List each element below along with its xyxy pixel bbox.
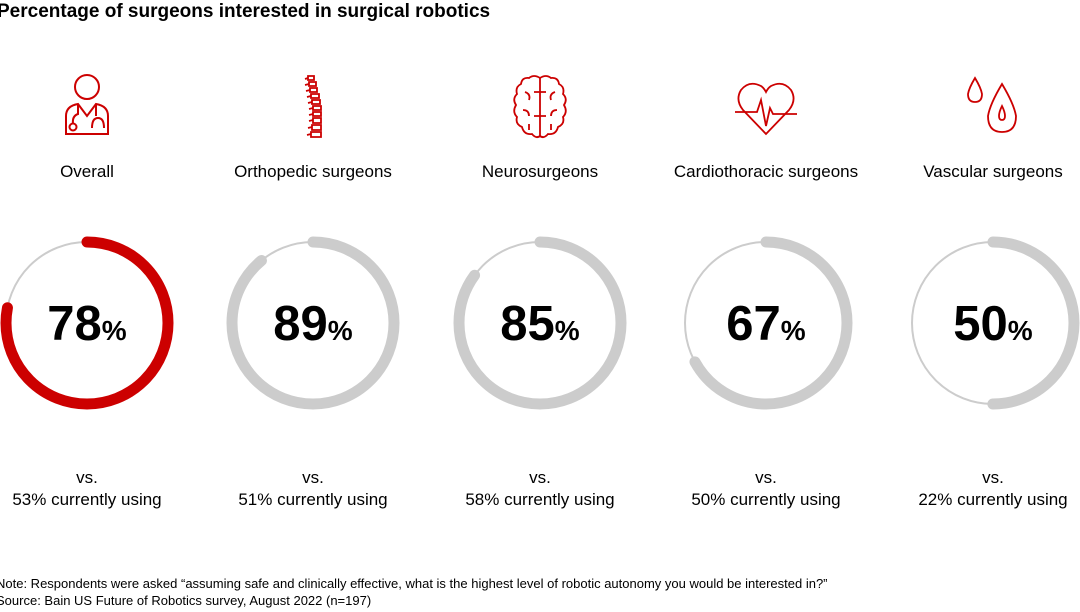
donut-ring bbox=[226, 236, 400, 410]
group-overall: Overall 78% vs. 53% currently using bbox=[0, 0, 200, 612]
heart-pulse-icon bbox=[735, 82, 797, 136]
comparison-text: vs. 51% currently using bbox=[238, 468, 388, 509]
group-neurosurgeons: Neurosurgeons 85% vs. 58% currently using bbox=[427, 0, 653, 612]
blood-drops-icon bbox=[967, 76, 1017, 133]
donut-ring bbox=[906, 236, 1080, 410]
comparison-text: vs. 53% currently using bbox=[12, 468, 162, 509]
brain-icon bbox=[513, 75, 567, 139]
footnote: Note: Respondents were asked “assuming s… bbox=[0, 575, 828, 609]
group-label: Neurosurgeons bbox=[481, 162, 599, 181]
chart-title: Percentage of surgeons interested in sur… bbox=[0, 1, 491, 22]
value-label: 78% bbox=[47, 297, 127, 351]
value-label: 85% bbox=[500, 297, 580, 351]
group-label: Cardiothoracic surgeons bbox=[673, 162, 859, 181]
comparison-text: vs. 50% currently using bbox=[691, 468, 841, 509]
comparison-text: vs. 58% currently using bbox=[465, 468, 615, 509]
group-vascular: Vascular surgeons 50% vs. 22% currently u… bbox=[880, 0, 1080, 612]
group-label: Orthopedic surgeons bbox=[234, 162, 392, 181]
value-label: 50% bbox=[953, 297, 1033, 351]
value-label: 89% bbox=[273, 297, 353, 351]
group-label: Overall bbox=[60, 162, 114, 181]
group-orthopedic: Orthopedic surgeons 89% vs. 51% currently… bbox=[200, 0, 426, 612]
donut-ring bbox=[0, 236, 174, 410]
donut-ring bbox=[679, 236, 853, 410]
group-label: Vascular surgeons bbox=[923, 162, 1063, 181]
group-cardiothoracic: Cardiothoracic surgeons 67% vs. 50% curre… bbox=[653, 0, 879, 612]
donut-ring bbox=[453, 236, 627, 410]
comparison-text: vs. 22% currently using bbox=[918, 468, 1068, 509]
note-text: Note: Respondents were asked “assuming s… bbox=[0, 576, 828, 591]
spine-icon bbox=[304, 75, 322, 138]
source-text: Source: Bain US Future of Robotics surve… bbox=[0, 593, 372, 608]
value-label: 67% bbox=[726, 297, 806, 351]
doctor-icon bbox=[65, 74, 109, 135]
